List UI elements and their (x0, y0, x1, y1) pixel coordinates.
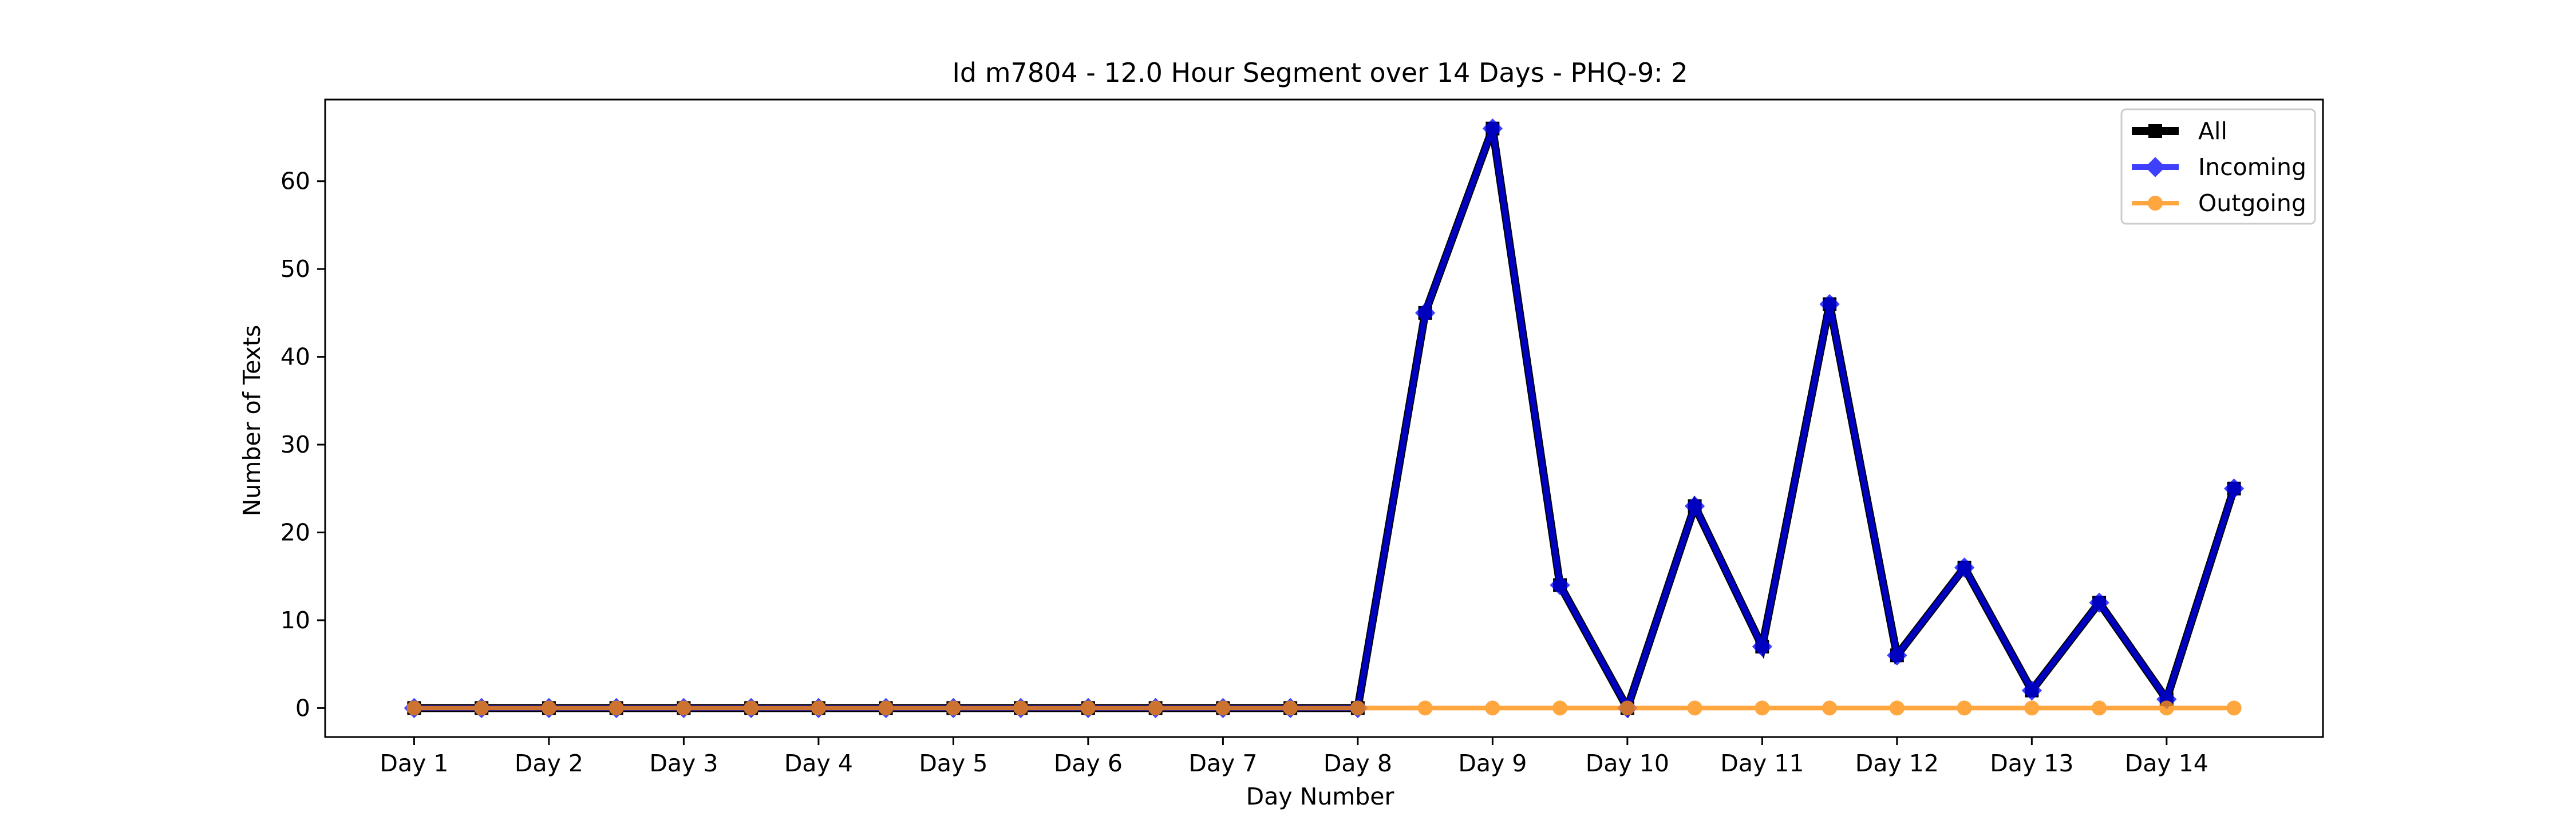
data-point (2226, 700, 2242, 716)
data-point (1148, 700, 1163, 716)
legend: All Incoming Outgoing (2120, 108, 2316, 225)
y-tick-label: 40 (280, 343, 310, 371)
data-point (2021, 680, 2042, 701)
legend-box (2120, 108, 2316, 225)
x-tick-label: Day 14 (2125, 750, 2208, 777)
data-point (474, 700, 489, 716)
legend-item (2132, 196, 2179, 211)
x-tick-label: Day 12 (1855, 750, 1939, 777)
data-point (609, 700, 624, 716)
legend-label: Incoming (2198, 153, 2306, 181)
x-tick-label: Day 2 (515, 750, 583, 777)
x-tick-label: Day 10 (1586, 750, 1669, 777)
data-point (811, 700, 826, 716)
chart-title: Id m7804 - 12.0 Hour Segment over 14 Day… (952, 57, 1688, 88)
data-point (1619, 700, 1635, 716)
data-point (1684, 496, 1705, 517)
data-point (1350, 700, 1365, 716)
data-point (1215, 700, 1231, 716)
data-point (406, 700, 422, 716)
series-incoming (404, 118, 2245, 719)
data-point (1482, 118, 1503, 139)
legend-swatch-marker (2145, 157, 2166, 177)
x-tick-label: Day 3 (649, 750, 718, 777)
x-tick-label: Day 4 (784, 750, 853, 777)
data-point (1957, 700, 1972, 716)
x-tick-label: Day 5 (919, 750, 987, 777)
data-point (2159, 700, 2174, 716)
data-point (744, 700, 759, 716)
y-tick-label: 0 (295, 694, 310, 722)
legend-label: All (2198, 117, 2227, 145)
data-point (1283, 700, 1298, 716)
x-axis-label: Day Number (1246, 783, 1394, 810)
x-tick-label: Day 8 (1323, 750, 1392, 777)
legend-item (2132, 124, 2179, 138)
y-tick-label: 60 (280, 168, 310, 195)
data-point (676, 700, 692, 716)
data-point (2223, 478, 2245, 499)
y-axis-ticks: 0 10 20 30 40 50 60 (280, 168, 325, 722)
plot-frame (324, 98, 2324, 738)
x-tick-label: Day 6 (1054, 750, 1123, 777)
y-tick-label: 30 (280, 431, 310, 458)
data-point (1819, 294, 1840, 315)
data-point (1415, 303, 1436, 323)
data-point (2092, 700, 2107, 716)
data-point (878, 700, 894, 716)
x-axis-ticks: Day 1 Day 2 Day 3 Day 4 Day 5 Day 6 Day 7 Day 8… (380, 737, 2208, 777)
data-point (1752, 636, 1773, 657)
data-point (1485, 700, 1500, 716)
data-point (541, 700, 556, 716)
legend-swatch-marker (2148, 124, 2162, 138)
data-point (2089, 592, 2109, 613)
data-point (1552, 700, 1568, 716)
series-line (414, 127, 2237, 715)
y-tick-label: 20 (280, 518, 310, 546)
data-point (1822, 700, 1838, 716)
y-tick-label: 50 (280, 255, 310, 283)
x-tick-label: Day 9 (1458, 750, 1527, 777)
legend-label: Outgoing (2198, 189, 2306, 217)
x-tick-label: Day 11 (1720, 750, 1804, 777)
data-point (1755, 700, 1770, 716)
legend-item (2132, 157, 2179, 177)
data-point (1013, 700, 1029, 716)
y-axis-label: Number of Texts (238, 325, 266, 517)
data-point (1550, 575, 1570, 596)
y-tick-label: 10 (280, 607, 310, 634)
data-point (1080, 700, 1096, 716)
series-all (407, 121, 2241, 718)
series-line (414, 127, 2238, 718)
data-point (946, 700, 961, 716)
data-point (1887, 645, 1907, 665)
data-point (1687, 700, 1702, 716)
x-tick-label: Day 7 (1188, 750, 1257, 777)
data-point (1954, 557, 1975, 578)
series-outgoing (406, 700, 2242, 716)
x-tick-label: Day 13 (1990, 750, 2073, 777)
data-point (2024, 700, 2040, 716)
legend-swatch-marker (2148, 196, 2163, 211)
x-tick-label: Day 1 (380, 750, 448, 777)
data-point (1889, 700, 1905, 716)
plot-area (324, 98, 2324, 738)
data-point (1417, 700, 1433, 716)
